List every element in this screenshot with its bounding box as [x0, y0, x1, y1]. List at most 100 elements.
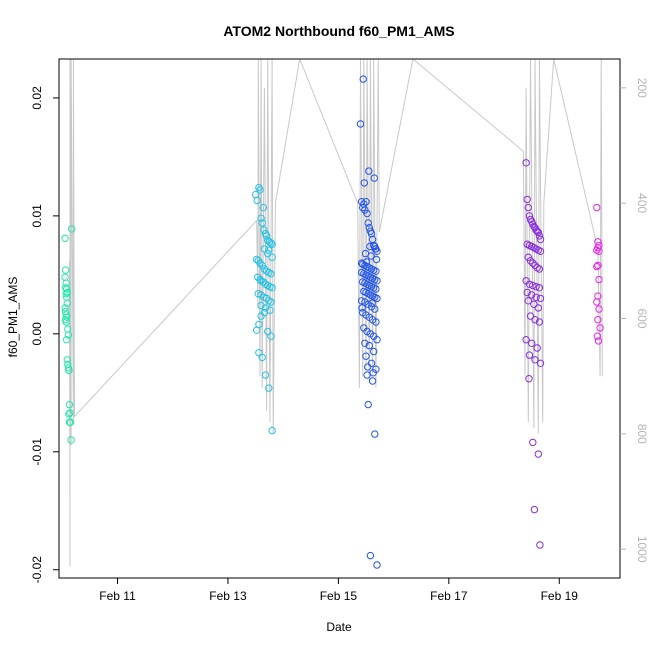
- data-point: [372, 255, 381, 264]
- data-point: [261, 304, 270, 312]
- y-axis: -0.02 -0.01 0.00 0.01 0.02: [30, 86, 59, 583]
- data-point: [534, 304, 542, 312]
- data-point: [264, 327, 272, 336]
- data-point: [362, 258, 371, 266]
- data-point: [363, 371, 371, 379]
- y2-tick-label: 200: [635, 78, 649, 98]
- data-point: [268, 240, 276, 248]
- data-point: [61, 234, 69, 243]
- data-point: [535, 318, 544, 326]
- data-point: [268, 253, 276, 261]
- data-point: [61, 304, 69, 312]
- data-point: [372, 318, 380, 326]
- data-point: [525, 351, 534, 359]
- data-point: [594, 261, 602, 270]
- data-point: [260, 245, 269, 253]
- data-point: [373, 277, 381, 285]
- y-tick-label: 0.01: [30, 204, 44, 228]
- y-tick-label: 0.02: [30, 86, 44, 110]
- data-point: [262, 232, 271, 240]
- data-point: [63, 288, 72, 297]
- chart-title: ATOM2 Northbound f60_PM1_AMS: [223, 23, 454, 39]
- data-point: [268, 426, 276, 435]
- series-3: [522, 159, 545, 549]
- data-point: [357, 297, 366, 305]
- data-point: [267, 298, 275, 306]
- data-point: [266, 306, 274, 314]
- altitude-trace-layer: [69, 59, 603, 567]
- data-point: [373, 336, 381, 344]
- data-point: [523, 195, 531, 204]
- data-point: [66, 409, 74, 417]
- data-point: [365, 341, 373, 350]
- data-point: [260, 226, 268, 234]
- data-point: [531, 261, 539, 270]
- data-point: [62, 285, 71, 293]
- data-point: [535, 265, 544, 273]
- data-point: [533, 227, 541, 235]
- data-point: [62, 290, 70, 298]
- series-0: [61, 225, 76, 444]
- data-point: [253, 196, 261, 205]
- data-point: [268, 284, 276, 292]
- data-point: [257, 301, 265, 310]
- series-4: [593, 203, 604, 345]
- data-point: [529, 259, 537, 267]
- data-point: [524, 297, 532, 305]
- data-point: [68, 225, 76, 233]
- data-point: [65, 410, 73, 418]
- data-point: [593, 262, 601, 271]
- data-point: [533, 344, 541, 352]
- data-point: [526, 257, 535, 265]
- data-point: [371, 305, 379, 313]
- data-point: [595, 275, 603, 284]
- data-point: [256, 259, 264, 267]
- data-point: [525, 375, 533, 383]
- data-point: [359, 75, 367, 83]
- data-point: [371, 430, 379, 438]
- data-point: [525, 280, 534, 288]
- data-point: [62, 336, 71, 344]
- x-axis: Feb 11 Feb 13 Feb 15 Feb 17 Feb 19: [99, 578, 578, 603]
- data-point: [258, 353, 266, 362]
- data-point: [61, 273, 69, 281]
- data-point: [596, 324, 604, 332]
- data-point: [528, 291, 536, 299]
- y2-tick-label: 600: [635, 308, 649, 328]
- data-point: [532, 283, 540, 291]
- y2-axis: 200 400 600 800 1000: [620, 78, 649, 563]
- data-point: [531, 356, 539, 364]
- data-point: [356, 120, 365, 128]
- data-point: [65, 418, 74, 426]
- data-point: [529, 281, 537, 290]
- data-point: [258, 219, 266, 227]
- data-point: [368, 299, 376, 307]
- data-point: [259, 278, 267, 286]
- data-point: [265, 384, 273, 392]
- x-tick-label: Feb 13: [209, 589, 247, 603]
- data-point: [366, 551, 375, 560]
- data-point: [530, 505, 539, 514]
- data-point: [371, 245, 380, 253]
- x-tick-label: Feb 17: [430, 589, 468, 603]
- data-point: [261, 371, 270, 379]
- y-axis-label: f60_PM1_AMS: [6, 277, 20, 358]
- data-point: [358, 304, 366, 312]
- y-tick-label: 0.00: [30, 322, 44, 346]
- data-point: [530, 300, 538, 308]
- data-point: [63, 356, 72, 364]
- data-point: [67, 436, 75, 444]
- data-point: [532, 226, 540, 234]
- series-1: [251, 183, 276, 435]
- data-point: [364, 400, 372, 409]
- data-point: [373, 294, 381, 303]
- data-point: [267, 270, 275, 278]
- data-point: [364, 219, 372, 227]
- data-point: [359, 203, 367, 212]
- data-point: [522, 336, 530, 344]
- data-point: [372, 285, 380, 293]
- data-point: [595, 305, 603, 313]
- data-point: [531, 316, 539, 324]
- data-point: [260, 265, 269, 273]
